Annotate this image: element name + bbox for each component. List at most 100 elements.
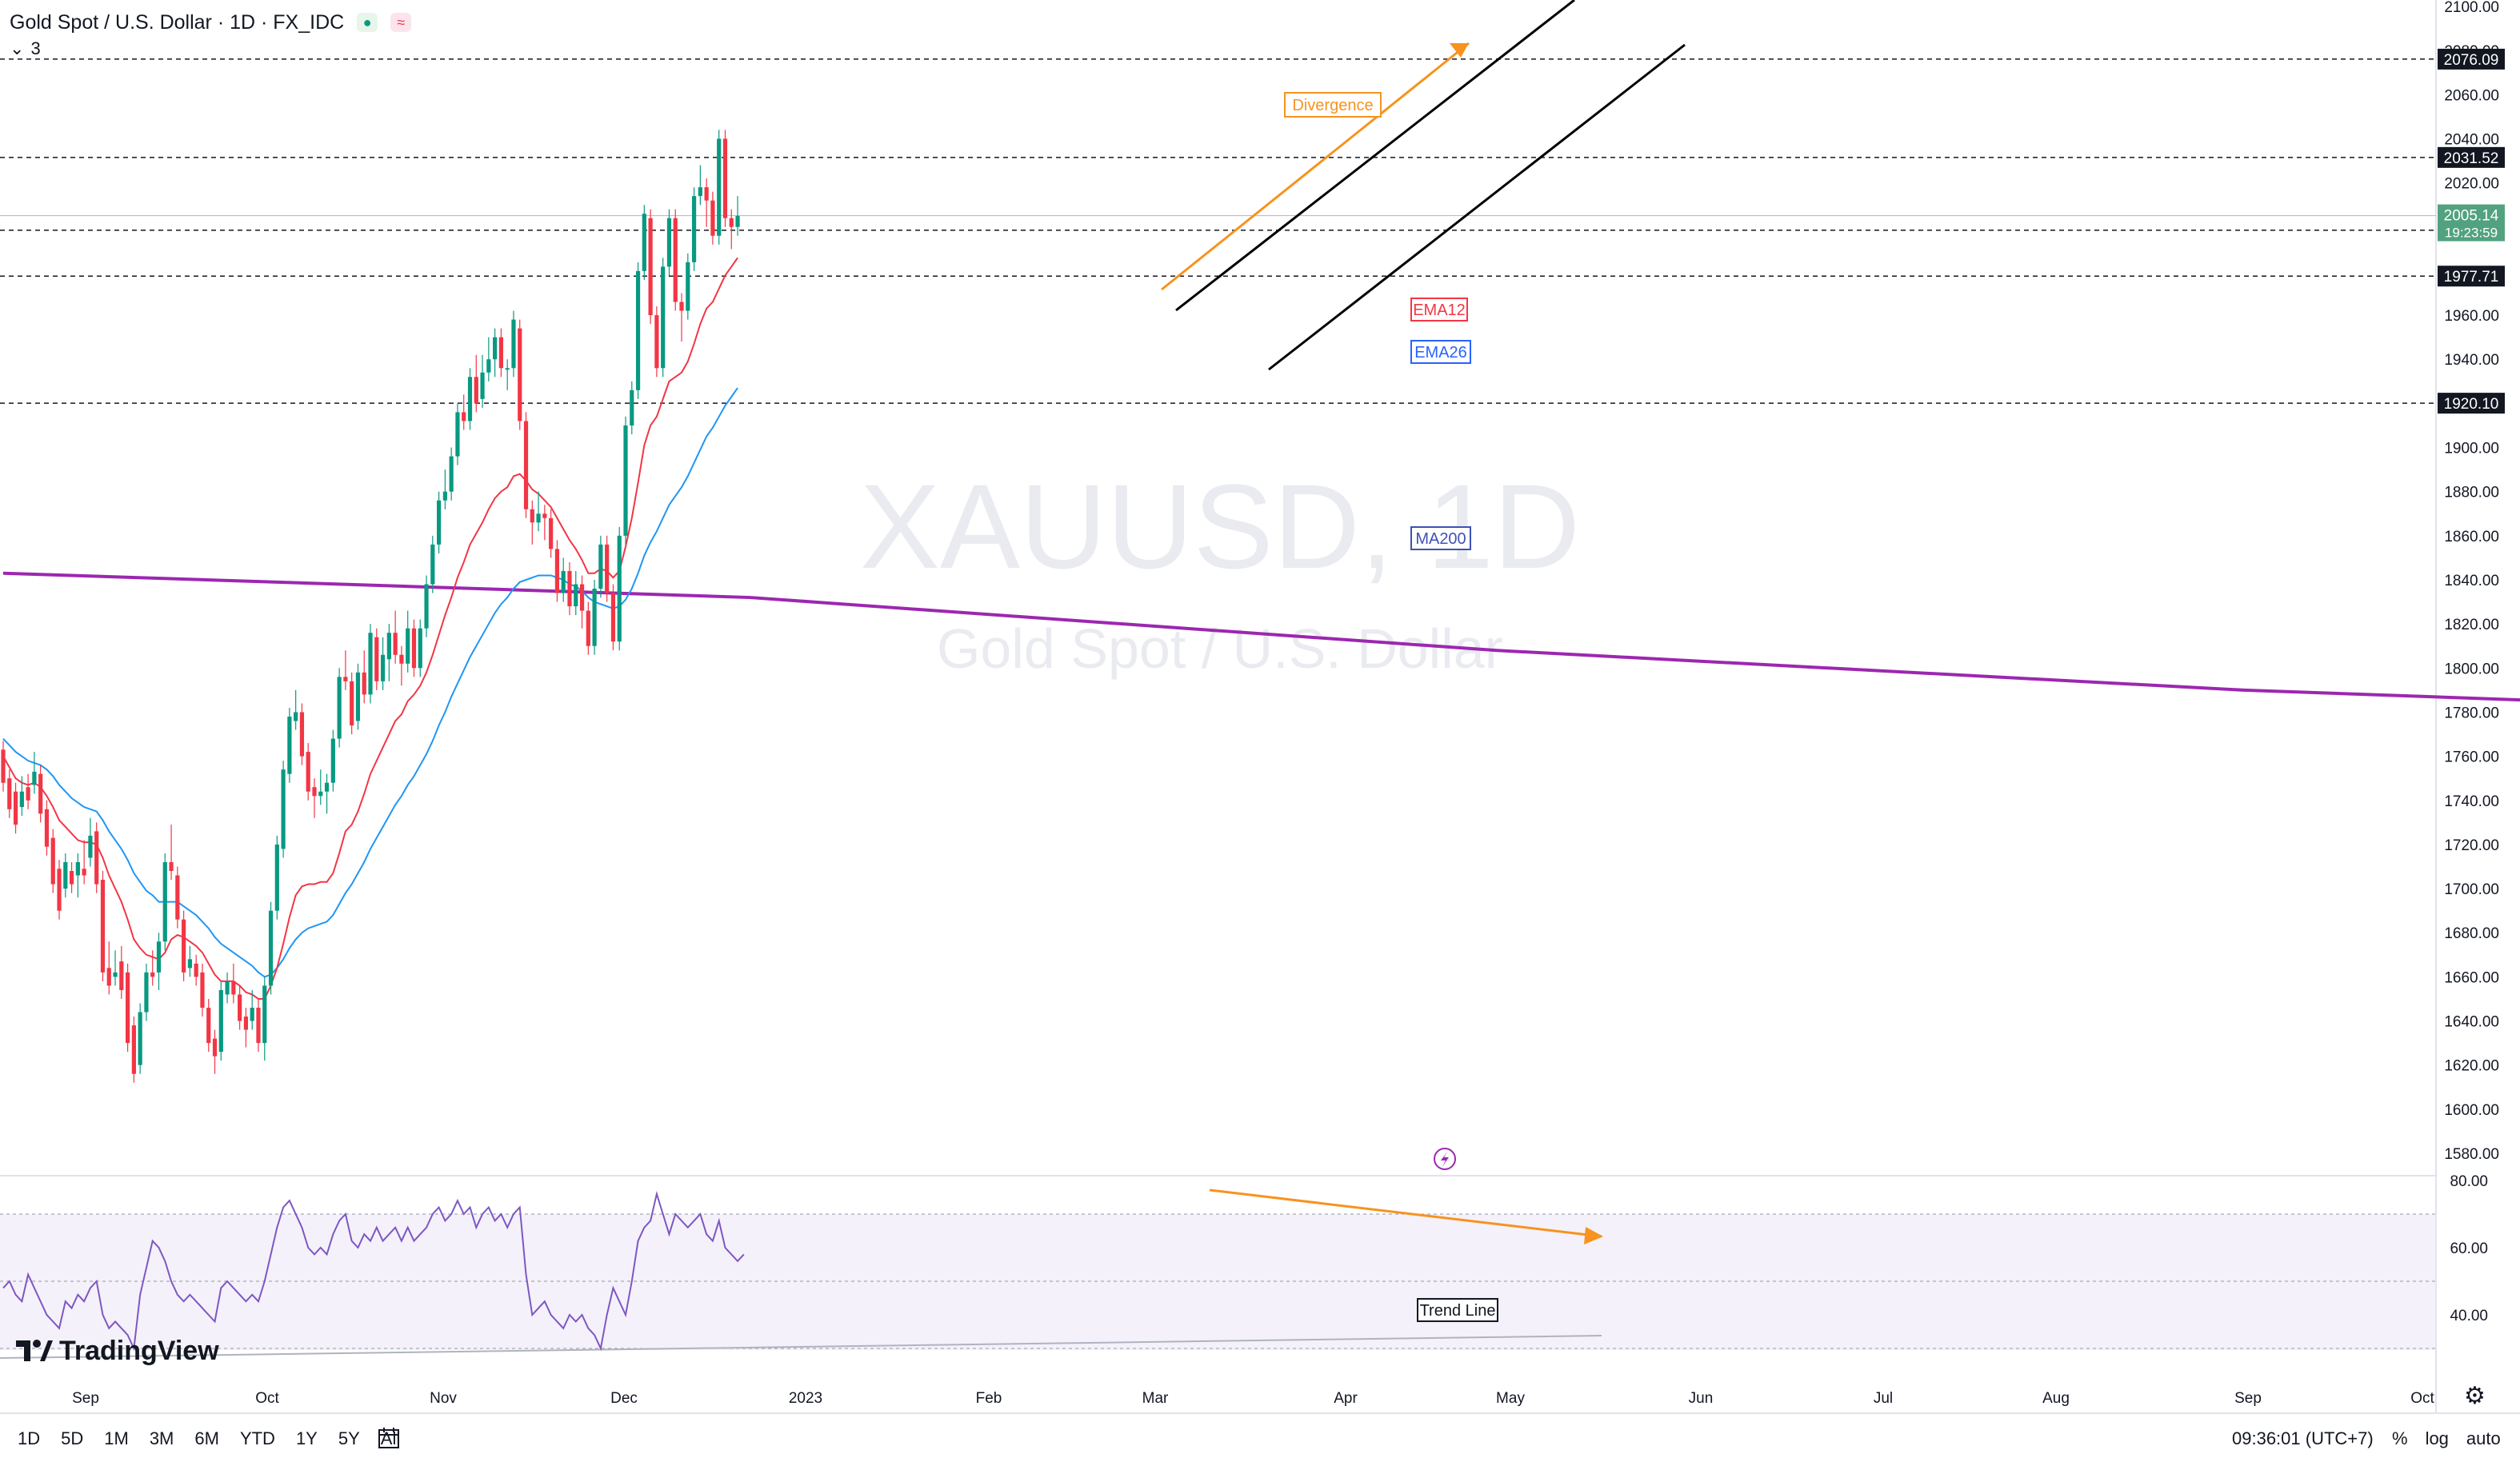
candle-body[interactable] <box>617 535 622 642</box>
candle-body[interactable] <box>200 972 205 1008</box>
candle-body[interactable] <box>623 425 628 536</box>
candle-body[interactable] <box>324 782 330 792</box>
candle-body[interactable] <box>610 593 616 642</box>
candle-body[interactable] <box>661 266 666 369</box>
candle-body[interactable] <box>113 972 118 977</box>
candle-body[interactable] <box>256 1007 261 1044</box>
candle-body[interactable] <box>231 981 236 995</box>
candle-body[interactable] <box>82 869 86 876</box>
candle-body[interactable] <box>44 809 50 847</box>
candle-body[interactable] <box>106 968 111 986</box>
candle-body[interactable] <box>710 200 715 236</box>
candle-body[interactable] <box>430 544 435 585</box>
period-3m[interactable]: 3M <box>149 1428 174 1448</box>
candle-body[interactable] <box>287 716 292 774</box>
candle-body[interactable] <box>362 672 366 695</box>
candle-body[interactable] <box>523 421 529 509</box>
period-5d[interactable]: 5D <box>61 1428 84 1448</box>
candle-body[interactable] <box>126 972 130 1044</box>
candle-body[interactable] <box>455 412 460 457</box>
candle-body[interactable] <box>100 880 106 973</box>
candle-body[interactable] <box>437 500 442 545</box>
channel-upper-line[interactable] <box>1175 0 1575 312</box>
candle-body[interactable] <box>673 218 678 302</box>
candle-body[interactable] <box>250 1007 254 1021</box>
candle-body[interactable] <box>635 270 641 390</box>
time-axis[interactable]: Sep Oct Nov Dec 2023 Feb Mar Apr May Jun Jul Aug Sep… <box>72 1390 2434 1407</box>
candle-body[interactable] <box>567 570 572 607</box>
candle-body[interactable] <box>318 791 323 797</box>
candle-body[interactable] <box>38 773 43 814</box>
candle-body[interactable] <box>393 633 398 655</box>
candle-body[interactable] <box>19 791 24 808</box>
candle-body[interactable] <box>88 835 93 858</box>
candle-body[interactable] <box>243 1017 249 1030</box>
candle-body[interactable] <box>144 972 149 1013</box>
candle-body[interactable] <box>75 861 80 876</box>
rsi-trend-line[interactable] <box>0 1335 1602 1359</box>
candle-body[interactable] <box>424 584 429 629</box>
candle-body[interactable] <box>374 637 379 681</box>
candle-body[interactable] <box>722 138 728 218</box>
candle-body[interactable] <box>138 1012 142 1065</box>
candle-body[interactable] <box>518 328 522 421</box>
candle-body[interactable] <box>69 871 74 885</box>
candle-body[interactable] <box>605 544 610 593</box>
calendar-icon[interactable] <box>376 1425 403 1452</box>
period-1y[interactable]: 1Y <box>295 1428 318 1448</box>
candle-body[interactable] <box>57 869 62 911</box>
candle-body[interactable] <box>162 861 167 942</box>
candle-body[interactable] <box>299 712 305 757</box>
annotation-labels[interactable]: Divergence EMA12 EMA26 MA200 Trend Line <box>1284 92 1498 1322</box>
candle-body[interactable] <box>262 985 267 1044</box>
candle-body[interactable] <box>467 377 473 421</box>
candle-body[interactable] <box>493 337 498 360</box>
candle-body[interactable] <box>386 633 391 660</box>
candle-body[interactable] <box>442 491 447 501</box>
candle-body[interactable] <box>505 368 510 370</box>
candle-body[interactable] <box>399 654 404 664</box>
candle-body[interactable] <box>598 544 603 589</box>
period-ytd[interactable]: YTD <box>239 1428 275 1448</box>
candle-body[interactable] <box>698 187 702 197</box>
candle-body[interactable] <box>206 1007 211 1044</box>
candle-body[interactable] <box>94 831 99 885</box>
candle-body[interactable] <box>462 412 466 421</box>
candle-body[interactable] <box>32 771 37 785</box>
candle-body[interactable] <box>704 187 709 201</box>
candle-body[interactable] <box>630 389 634 425</box>
candle-body[interactable] <box>350 681 354 726</box>
candle-body[interactable] <box>368 633 373 695</box>
candle-body[interactable] <box>679 302 684 311</box>
candles[interactable] <box>1 130 740 1083</box>
candle-body[interactable] <box>355 672 361 721</box>
candle-body[interactable] <box>330 738 335 783</box>
candle-body[interactable] <box>642 214 646 271</box>
rsi-divergence-arrow[interactable] <box>1209 1188 1602 1238</box>
candle-body[interactable] <box>212 1038 218 1057</box>
indicator-toggle[interactable]: ⌄ 3 <box>10 38 41 59</box>
price-axis[interactable]: 2100.002080.002060.002040.002020.001960.… <box>2438 0 2505 1163</box>
candle-body[interactable] <box>486 359 491 373</box>
candle-body[interactable] <box>418 628 422 669</box>
candle-body[interactable] <box>50 837 55 885</box>
candle-body[interactable] <box>13 791 18 825</box>
last-price-badge[interactable] <box>2438 204 2505 242</box>
market-status-icon[interactable]: ● <box>357 13 378 32</box>
level-badge[interactable] <box>2438 48 2505 70</box>
candle-body[interactable] <box>119 961 124 990</box>
candle-body[interactable] <box>187 959 192 969</box>
candle-body[interactable] <box>648 218 653 316</box>
candle-body[interactable] <box>225 981 230 995</box>
compare-icon[interactable]: ≈ <box>390 13 412 32</box>
candle-body[interactable] <box>218 989 223 1053</box>
symbol-title[interactable]: Gold Spot / U.S. Dollar · 1D · FX_IDC <box>10 10 345 34</box>
period-5y[interactable]: 5Y <box>338 1428 360 1448</box>
candle-body[interactable] <box>691 196 697 262</box>
candle-body[interactable] <box>175 875 180 920</box>
candle-body[interactable] <box>530 509 534 523</box>
channel-lower-line[interactable] <box>1268 43 1686 371</box>
level-badge[interactable] <box>2438 266 2505 287</box>
candle-body[interactable] <box>274 844 279 911</box>
